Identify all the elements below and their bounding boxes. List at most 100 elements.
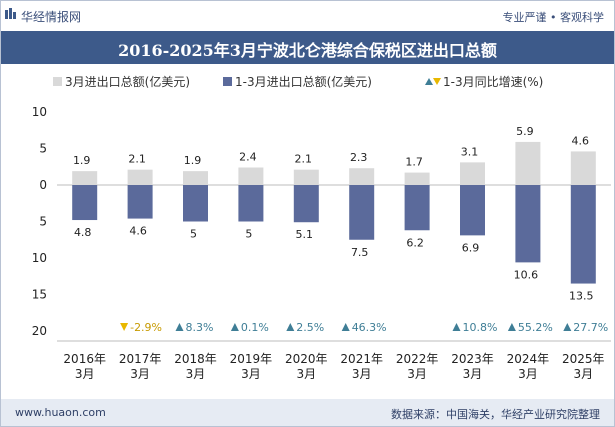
bar-cumulative [293,185,319,223]
x-tick-label: 2025年 [562,352,605,366]
y-tick-label: 5 [39,142,47,156]
x-tick-label: 2024年 [507,352,550,366]
bar-march [183,171,208,185]
data-label-march: 3.1 [461,145,479,158]
x-tick-label: 3月 [186,367,206,381]
growth-label: 0.1% [241,321,269,334]
data-label-march: 1.9 [73,154,91,167]
x-tick-label: 3月 [518,367,538,381]
triangle-up-icon [425,78,433,85]
data-label-march: 5.9 [516,125,534,138]
legend-item-march: 3月进出口总额(亿美元) [53,73,190,90]
bar-march [570,151,596,185]
x-tick-label: 3月 [352,367,372,381]
x-tick-label: 2017年 [119,352,162,366]
bar-march [72,171,98,185]
data-label-cumulative: 4.6 [129,225,147,238]
bar-march [404,172,430,185]
data-label-cumulative: 5 [245,228,252,241]
x-tick-label: 3月 [296,367,316,381]
y-tick-label: 15 [32,288,47,302]
data-label-march: 2.4 [239,150,257,163]
legend-label-growth: 1-3月同比增速(%) [443,75,544,89]
growth-label: 2.5% [296,321,324,334]
growth-up-icon [230,323,239,331]
growth-up-icon [341,323,350,331]
y-tick-label: 5 [39,215,47,229]
y-tick-label: 10 [32,251,47,265]
bar-march [127,169,153,185]
bar-cumulative [404,185,430,231]
x-tick-label: 3月 [463,367,483,381]
x-tick-label: 3月 [407,367,427,381]
bar-march [349,168,375,185]
title-bar: 2016-2025年3月宁波北仑港综合保税区进出口总额 [1,31,614,64]
data-label-cumulative: 4.8 [74,226,92,239]
bar-march [460,162,485,185]
triangle-down-icon [433,78,441,85]
y-tick-label: 20 [32,324,47,338]
bar-cumulative [72,185,98,221]
huajing-logo-icon [5,8,16,19]
data-label-march: 1.9 [184,154,202,167]
data-label-cumulative: 6.9 [462,241,480,254]
chart-plot: 10 5 0 5 10 15 20 1.9 4.8 2016年 3月 2.1 4.6 -2.9% 2017年… [32,105,611,381]
data-label-march: 1.7 [405,156,423,169]
x-tick-label: 3月 [241,367,261,381]
data-label-cumulative: 5 [190,228,197,241]
legend-label-cumulative: 1-3月进出口总额(亿美元) [235,75,372,89]
growth-label: -2.9% [130,321,162,334]
site-url: www.huaon.com [15,406,106,419]
growth-up-icon [507,323,516,331]
data-label-cumulative: 6.2 [406,236,424,249]
legend-item-cumulative: 1-3月进出口总额(亿美元) [223,73,372,90]
bar-cumulative [183,185,208,222]
data-label-cumulative: 5.1 [296,228,314,241]
growth-up-icon [563,323,572,331]
bar-march [515,141,541,185]
chart-title: 2016-2025年3月宁波北仑港综合保税区进出口总额 [118,41,497,60]
x-tick-label: 2018年 [174,352,217,366]
growth-label: 55.2% [518,321,553,334]
growth-up-icon [286,323,295,331]
growth-label: 8.3% [186,321,214,334]
growth-up-icon [175,323,184,331]
growth-down-icon [120,323,129,331]
y-tick-label: 0 [39,178,47,192]
data-label-cumulative: 7.5 [351,246,369,259]
slogan: 专业严谨 • 客观科学 [502,11,604,24]
brand-name: 华经情报网 [21,10,82,24]
bar-cumulative [570,185,596,284]
x-tick-label: 3月 [130,367,150,381]
bar-cumulative [349,185,375,240]
bar-march [293,169,319,185]
x-tick-label: 3月 [573,367,593,381]
x-tick-label: 2020年 [285,352,328,366]
x-tick-label: 2016年 [63,352,106,366]
x-tick-label: 2022年 [396,352,439,366]
legend-item-growth: 1-3月同比增速(%) [425,73,543,90]
bar-cumulative [127,185,153,219]
x-tick-label: 2019年 [230,352,273,366]
data-label-march: 2.3 [350,151,368,164]
growth-up-icon [452,323,461,331]
legend-label-march: 3月进出口总额(亿美元) [65,75,190,89]
legend: 3月进出口总额(亿美元) 1-3月进出口总额(亿美元) 1-3月同比增速(%) [1,73,614,93]
legend-swatch-gray [53,77,62,86]
bar-cumulative [238,185,264,222]
y-tick-label: 10 [32,105,47,119]
top-bar: 华经情报网 专业严谨 • 客观科学 [1,1,614,31]
data-source: 数据来源：中国海关，华经产业研究院整理 [391,408,600,421]
bar-cumulative [460,185,485,236]
bar-march [238,167,264,185]
data-label-march: 2.1 [295,153,313,166]
growth-label: 46.3% [352,321,387,334]
data-label-march: 2.1 [128,153,146,166]
growth-label: 10.8% [463,321,498,334]
growth-label: 27.7% [573,321,608,334]
footer: www.huaon.com 数据来源：中国海关，华经产业研究院整理 [1,399,614,426]
legend-swatch-blue [223,77,232,86]
data-label-march: 4.6 [572,134,590,147]
data-label-cumulative: 13.5 [569,290,594,303]
